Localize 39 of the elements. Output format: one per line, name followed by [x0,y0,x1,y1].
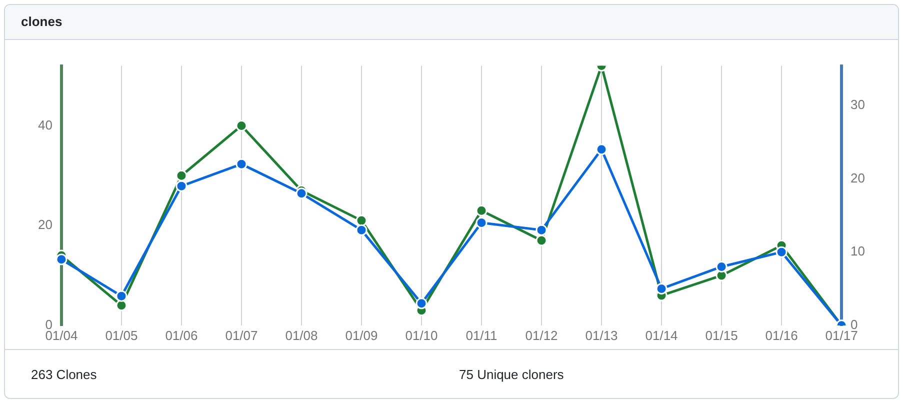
point [356,224,368,236]
y-tick-label: 40 [38,117,52,132]
point [716,260,728,272]
x-tick-label: 01/09 [345,328,378,343]
x-tick-label: 01/11 [466,328,498,343]
x-tick-label: 01/15 [705,328,738,343]
text: 263 Clones [31,367,97,382]
x-tick-label: 01/13 [585,328,618,343]
point [416,298,428,310]
text: 75 Unique cloners [459,367,564,382]
x-tick-label: 01/16 [765,328,798,343]
x-tick-label: 01/08 [285,328,318,343]
point [236,158,248,170]
point [296,188,308,200]
x-tick-label: 01/05 [105,328,138,343]
point [596,144,608,156]
x-tick-label: 01/10 [405,328,438,343]
point [116,290,128,302]
point [536,224,548,236]
chart-title: clones [5,5,898,40]
point [536,234,548,246]
point [56,254,68,266]
y-tick-label: 20 [38,217,52,232]
point [176,170,188,182]
x-tick-label: 01/06 [165,328,198,343]
x-tick-label: 01/07 [225,328,258,343]
point [116,300,128,312]
point [476,216,488,228]
point [476,204,488,216]
y2-tick-label: 30 [850,96,866,112]
point [176,180,188,192]
point [656,282,668,294]
y2-tick-label: 10 [850,244,866,259]
x-tick-label: 01/12 [525,328,558,343]
point [236,120,248,132]
point [776,246,788,258]
point [356,214,368,226]
x-tick-label: 01/14 [645,328,678,343]
y2-tick-label: 20 [850,170,866,186]
